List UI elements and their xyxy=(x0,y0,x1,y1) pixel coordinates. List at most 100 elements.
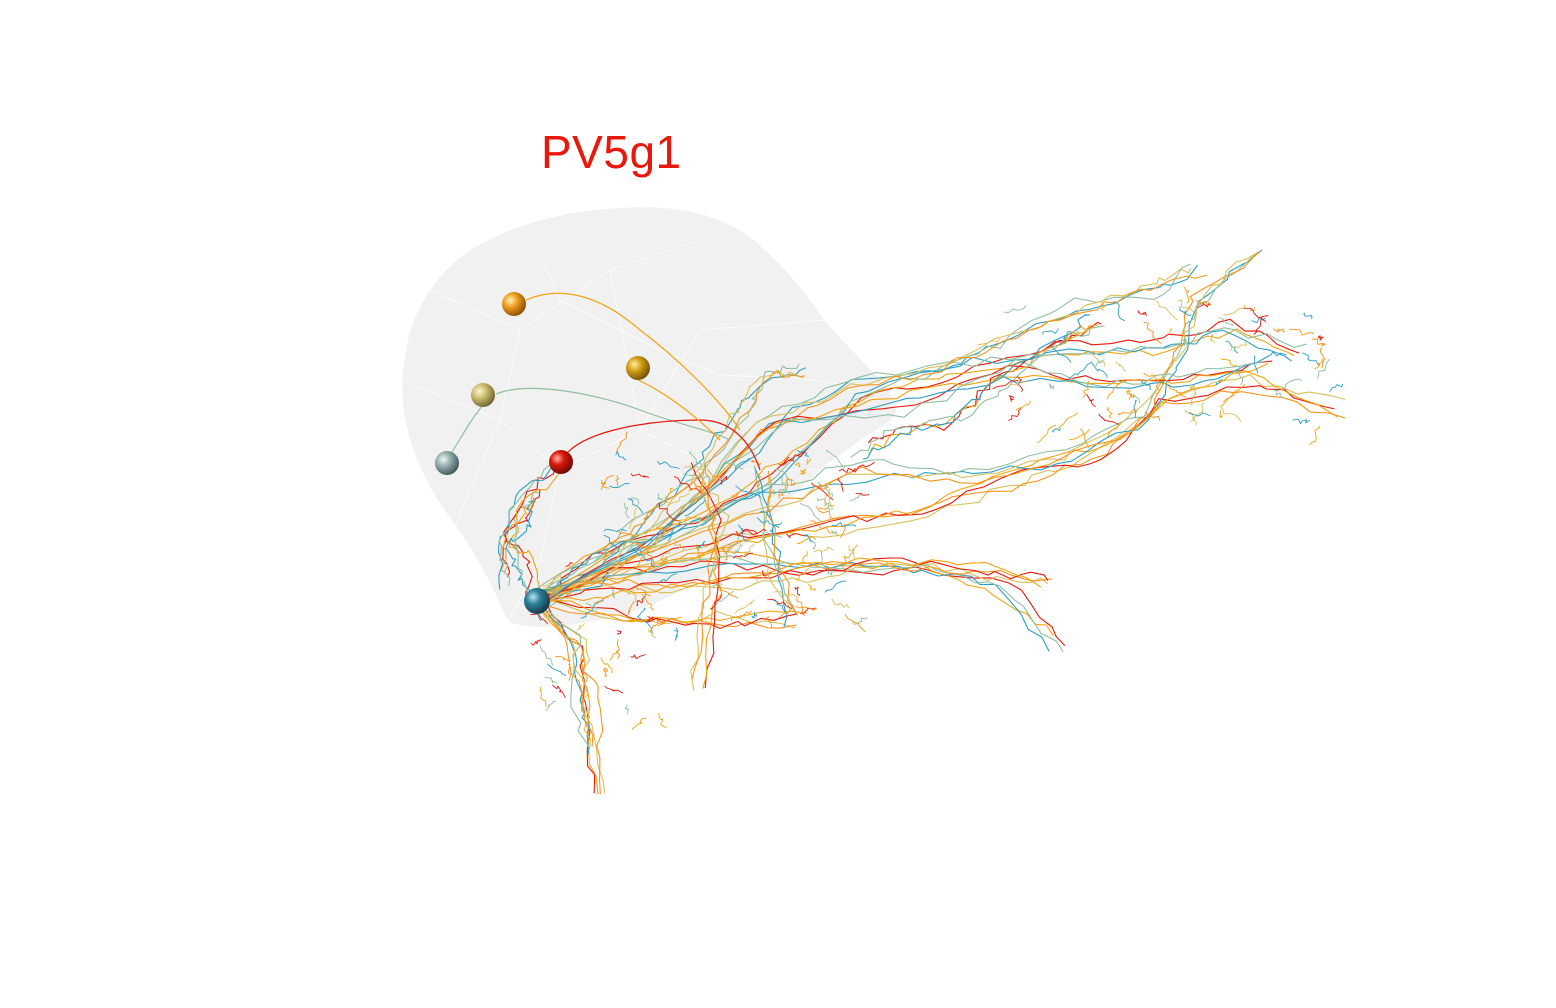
neurite-twig-254 xyxy=(1251,317,1266,324)
neurite-twig-212 xyxy=(1057,412,1078,430)
soma-grey-blue xyxy=(435,451,459,475)
neurite-twig-73 xyxy=(852,461,875,473)
neurite-twig-113 xyxy=(683,465,706,471)
neurite-twig-122 xyxy=(660,556,667,563)
neurite-branch-21 xyxy=(536,263,1191,608)
neurite-twig-131 xyxy=(772,599,789,615)
neurite-twig-223 xyxy=(1185,409,1198,426)
neurite-twig-208 xyxy=(1017,376,1024,392)
neurite-twig-104 xyxy=(750,459,762,466)
neurite-twig-241 xyxy=(1093,359,1105,368)
neurite-twig-213 xyxy=(1309,425,1321,446)
neurite-twig-72 xyxy=(658,502,681,522)
neurite-twig-292 xyxy=(1143,321,1162,344)
neurite-branch-48 xyxy=(502,468,556,578)
neurite-twig-329 xyxy=(651,619,663,629)
neurite-twig-145 xyxy=(712,583,723,588)
neurite-twig-324 xyxy=(530,638,542,646)
neurite-twig-170 xyxy=(693,481,712,499)
neurite-twig-290 xyxy=(1197,302,1210,309)
neurite-twig-117 xyxy=(767,489,775,503)
neurite-twig-90 xyxy=(796,535,817,545)
neurite-twig-79 xyxy=(804,534,813,543)
neurite-twig-262 xyxy=(1292,418,1311,425)
neurite-twig-319 xyxy=(539,686,547,708)
soma-teal-cluster xyxy=(524,588,550,614)
neurite-twig-163 xyxy=(830,530,839,537)
neurite-branch-59 xyxy=(766,470,798,616)
neurite-twig-203 xyxy=(647,615,654,622)
neurite-twig-250 xyxy=(1106,422,1121,438)
neurite-twig-127 xyxy=(852,617,868,625)
neurite-twig-75 xyxy=(786,533,806,539)
neurite-twig-273 xyxy=(1190,387,1197,406)
neurite-twig-68 xyxy=(626,587,638,603)
neurite-twig-109 xyxy=(689,450,702,469)
soma-primary-neurites xyxy=(449,292,761,471)
neurite-twig-143 xyxy=(684,499,706,517)
neurite-twig-123 xyxy=(683,473,709,479)
neurite-branch-46 xyxy=(601,371,804,571)
neurite-twig-132 xyxy=(724,535,740,555)
neurite-twig-101 xyxy=(807,584,816,592)
neurite-branch-30 xyxy=(536,596,596,794)
neurite-twig-136 xyxy=(781,476,791,494)
neurite-twig-266 xyxy=(1106,406,1113,419)
neurite-twig-137 xyxy=(739,543,755,561)
soma-khaki xyxy=(471,383,495,407)
neurite-twig-107 xyxy=(774,469,794,481)
neurite-twig-100 xyxy=(616,431,628,452)
neurite-twig-252 xyxy=(1015,400,1032,411)
neurite-branch-7 xyxy=(535,369,1338,592)
neurite-twig-321 xyxy=(659,549,671,565)
neurite-twig-169 xyxy=(817,497,834,510)
neurite-twig-284 xyxy=(1069,361,1092,379)
neurite-twig-84 xyxy=(778,456,790,466)
neurite-twig-141 xyxy=(735,485,762,498)
neurite-twig-287 xyxy=(1230,341,1247,351)
neurite-branch-33 xyxy=(527,602,591,750)
neuron-type-title: PV5g1 xyxy=(541,126,682,178)
soma-orange xyxy=(502,292,526,316)
neurite-twig-276 xyxy=(1051,428,1061,433)
neurite-twig-323 xyxy=(604,685,623,694)
neurite-twig-114 xyxy=(829,567,834,576)
neurite-twig-272 xyxy=(1221,383,1246,407)
neurite-twig-193 xyxy=(603,534,617,548)
neurite-twig-202 xyxy=(752,573,773,585)
neurite-twig-120 xyxy=(794,462,801,468)
neurite-twig-260 xyxy=(1077,324,1099,331)
neurite-twig-333 xyxy=(544,676,558,684)
neurite-twig-263 xyxy=(1133,399,1137,419)
neurite-branch-19 xyxy=(537,557,1042,603)
neurite-twig-128 xyxy=(828,488,833,507)
neurite-twig-88 xyxy=(843,544,858,559)
neurite-twig-214 xyxy=(1137,310,1147,317)
neurite-twig-94 xyxy=(709,590,735,610)
neurite-twig-239 xyxy=(1302,352,1321,366)
neurite-twig-206 xyxy=(977,338,1001,346)
neurite-twig-305 xyxy=(567,663,572,681)
neurite-twig-69 xyxy=(837,477,844,492)
neurite-twig-270 xyxy=(1218,317,1234,326)
neurite-branch-61 xyxy=(868,325,1095,455)
neurite-branch-63 xyxy=(850,325,1105,458)
neurite-twig-182 xyxy=(643,506,656,524)
neurite-twig-285 xyxy=(1311,338,1327,347)
neurite-twig-150 xyxy=(831,522,857,527)
neurite-twig-256 xyxy=(1179,306,1192,317)
neurite-twig-166 xyxy=(824,580,847,593)
neurite-twig-98 xyxy=(664,487,673,504)
neurite-twig-103 xyxy=(635,552,646,571)
neurite-twig-192 xyxy=(817,481,833,500)
neurite-twig-97 xyxy=(635,595,646,606)
neurite-twig-156 xyxy=(710,593,723,610)
neurite-twig-225 xyxy=(1113,300,1125,322)
neurite-twig-280 xyxy=(1008,408,1022,421)
neurite-twig-238 xyxy=(1319,347,1326,369)
neurite-twig-81 xyxy=(708,565,717,580)
neurite-twig-187 xyxy=(824,494,828,507)
neurite-twig-111 xyxy=(706,468,722,481)
neurite-branch-54 xyxy=(690,462,722,689)
